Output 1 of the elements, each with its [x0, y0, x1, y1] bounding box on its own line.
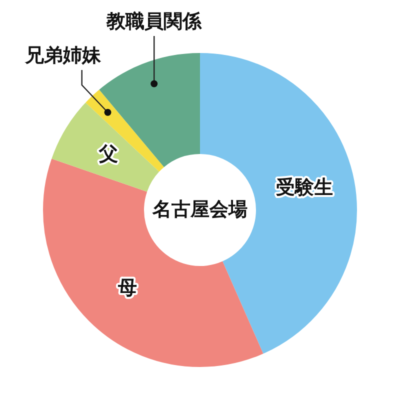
title: 名古屋会場 [152, 200, 248, 220]
